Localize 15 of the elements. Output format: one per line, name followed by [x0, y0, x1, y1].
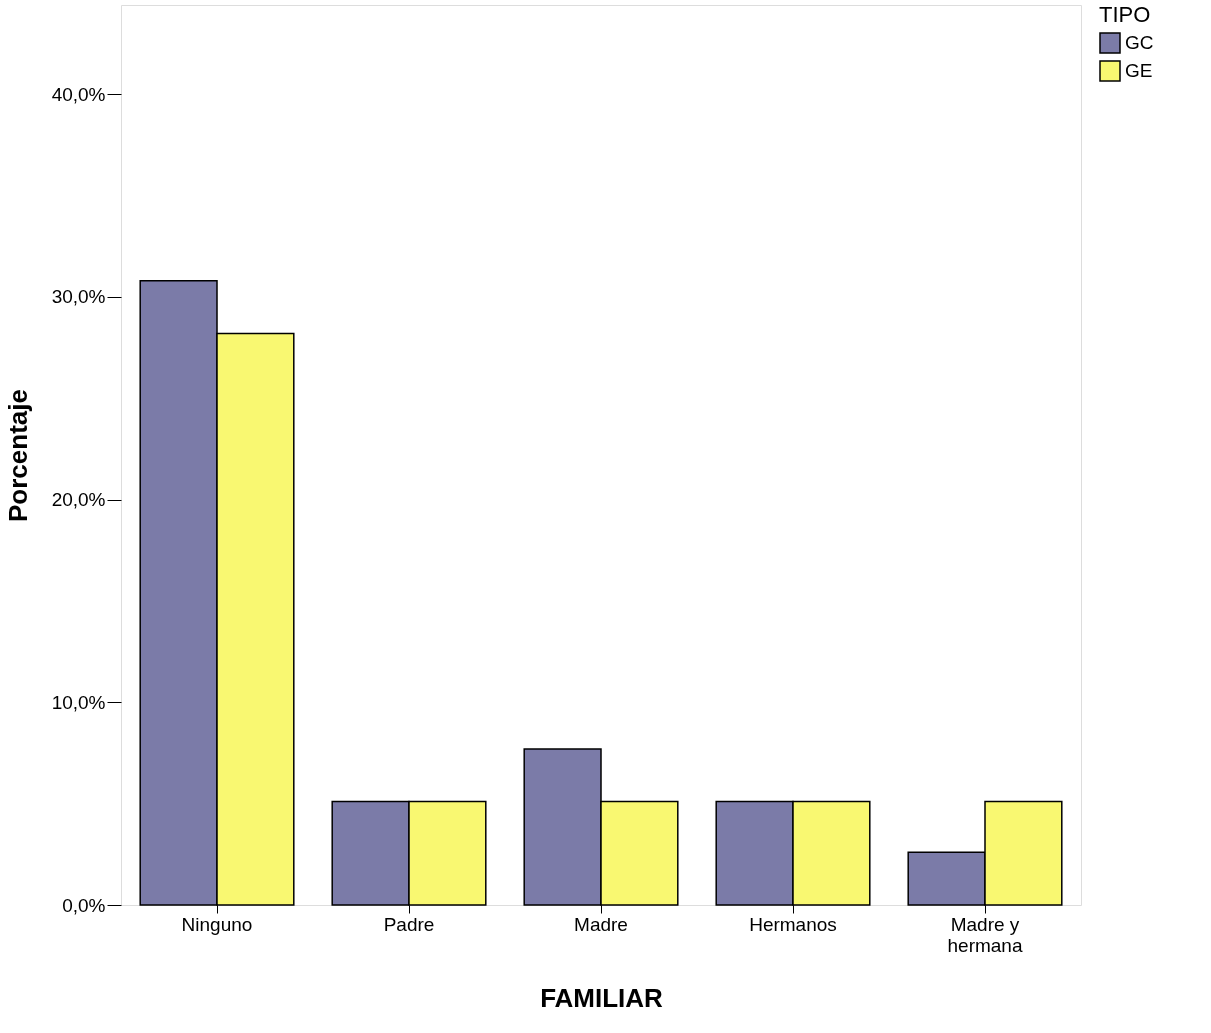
y-tick-label: 0,0% — [62, 894, 106, 916]
x-tick-label: Hermanos — [749, 913, 837, 935]
x-tick-label: Padre — [383, 913, 435, 935]
y-axis-title: Porcentaje — [2, 389, 33, 522]
y-tick-label: 20,0% — [51, 489, 106, 511]
y-tick-label: 40,0% — [51, 83, 106, 105]
legend-label: GC — [1125, 32, 1154, 53]
x-tick-label: Madre — [574, 913, 628, 935]
x-axis-title: FAMILIAR — [540, 982, 664, 1013]
y-tick-label: 10,0% — [51, 691, 106, 713]
y-tick-label: 30,0% — [51, 286, 106, 308]
x-tick-label: Ninguno — [181, 913, 253, 935]
legend-label: GE — [1125, 60, 1153, 81]
legend-title: TIPO — [1099, 2, 1151, 27]
x-tick-label: Madre y hermana — [947, 913, 1023, 956]
